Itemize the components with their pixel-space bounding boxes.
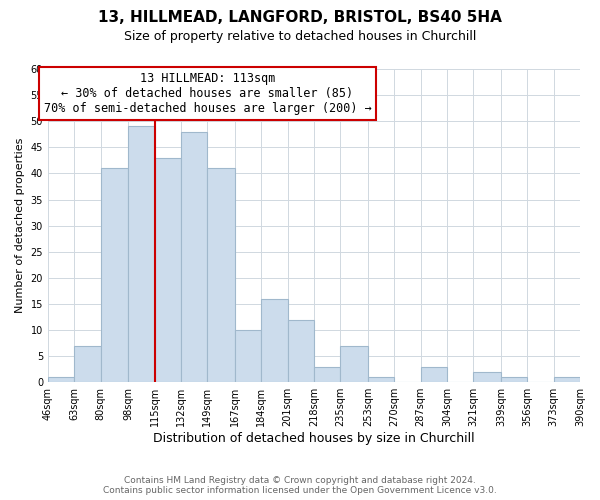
Text: Contains HM Land Registry data © Crown copyright and database right 2024.
Contai: Contains HM Land Registry data © Crown c… (103, 476, 497, 495)
Text: 13 HILLMEAD: 113sqm
← 30% of detached houses are smaller (85)
70% of semi-detach: 13 HILLMEAD: 113sqm ← 30% of detached ho… (44, 72, 371, 115)
Bar (368, 377, 394, 382)
Bar (128, 126, 155, 382)
Bar (74, 346, 101, 382)
Bar (235, 330, 262, 382)
Bar (155, 158, 181, 382)
Bar (207, 168, 235, 382)
Text: Size of property relative to detached houses in Churchill: Size of property relative to detached ho… (124, 30, 476, 43)
Bar (287, 320, 314, 382)
Bar (554, 377, 580, 382)
Bar (262, 298, 287, 382)
Bar (181, 132, 207, 382)
Text: 13, HILLMEAD, LANGFORD, BRISTOL, BS40 5HA: 13, HILLMEAD, LANGFORD, BRISTOL, BS40 5H… (98, 10, 502, 25)
Y-axis label: Number of detached properties: Number of detached properties (15, 138, 25, 314)
Bar (501, 377, 527, 382)
Bar (421, 366, 447, 382)
Bar (340, 346, 368, 382)
Bar (48, 377, 74, 382)
Bar (314, 366, 340, 382)
Bar (101, 168, 128, 382)
X-axis label: Distribution of detached houses by size in Churchill: Distribution of detached houses by size … (153, 432, 475, 445)
Bar (473, 372, 501, 382)
